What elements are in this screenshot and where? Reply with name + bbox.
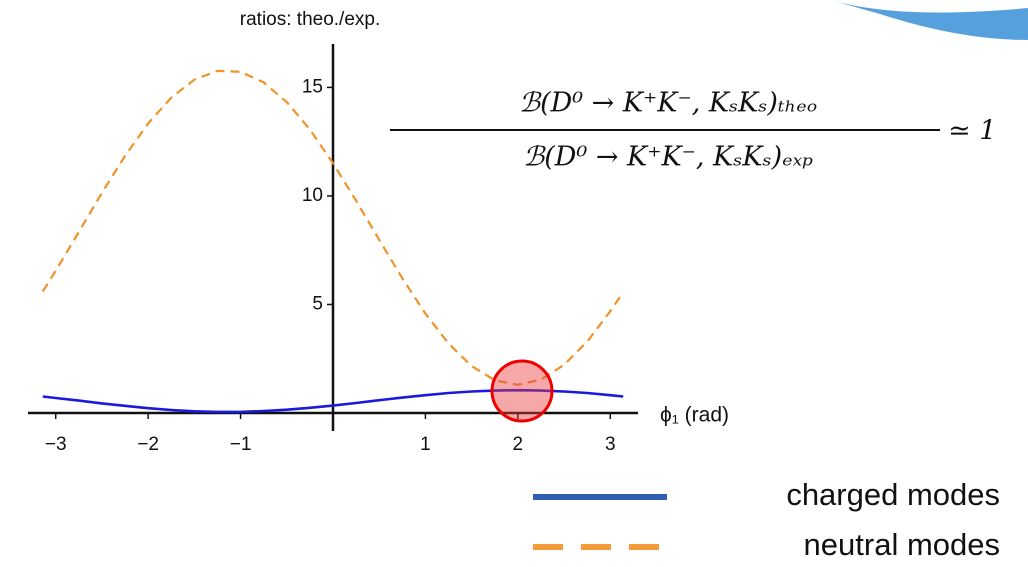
- legend: charged modes neutral modes: [533, 477, 1000, 562]
- x-tick-label: −3: [45, 434, 67, 455]
- formula-relation: ≃ 1: [948, 116, 996, 147]
- legend-label: neutral modes: [804, 527, 1000, 562]
- x-tick-label: 3: [605, 434, 616, 455]
- series-line: [42, 388, 624, 414]
- corner-decoration: [830, 0, 1028, 40]
- y-axis-label: ratios: theo./exp.: [240, 9, 380, 30]
- highlight-circle: [490, 359, 554, 423]
- formula-numerator: ℬ(D⁰ → K⁺K⁻, KₛKₛ)ₜₕₑₒ: [519, 88, 817, 119]
- x-tick-label: −1: [230, 434, 252, 455]
- formula-denominator: ℬ(D⁰ → K⁺K⁻, KₛKₛ)ₑₓₚ: [523, 142, 813, 173]
- y-tick-label: 15: [302, 76, 323, 97]
- y-tick-label: 10: [302, 185, 323, 206]
- y-tick-label: 5: [312, 293, 323, 314]
- x-tick-label: −2: [137, 434, 159, 455]
- series-line: [41, 69, 625, 386]
- x-tick-label: 1: [420, 434, 431, 455]
- legend-label: charged modes: [786, 477, 1000, 512]
- plot-area: −3 −2 −1 1 2 3 5 10 15: [28, 44, 638, 455]
- x-axis-label: ϕ₁ (rad): [660, 404, 729, 427]
- x-tick-label: 2: [513, 434, 524, 455]
